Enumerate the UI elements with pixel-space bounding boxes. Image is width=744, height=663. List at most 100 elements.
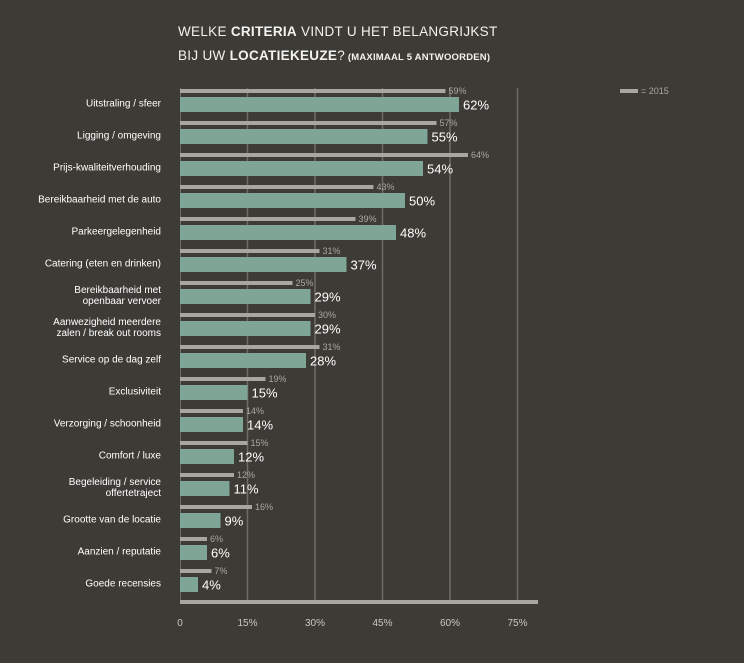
x-axis: 0 15% 30% 45% 60% 75% [177, 600, 538, 629]
category-label: Begeleiding / service [69, 477, 162, 488]
bar-2015 [180, 473, 234, 477]
legend-swatch-2015 [620, 89, 638, 93]
data-label-2015: 12% [237, 470, 255, 480]
data-label-current: 29% [315, 322, 341, 337]
title-text: BIJ UW [178, 48, 230, 63]
bar-2015 [180, 313, 315, 317]
data-label-current: 37% [351, 258, 377, 273]
bar-current [180, 257, 347, 272]
tick-label: 75% [507, 618, 527, 629]
bar-current [180, 161, 423, 176]
bar-2015 [180, 569, 212, 573]
data-label-current: 50% [409, 194, 435, 209]
category-label: Exclusiviteit [109, 387, 161, 398]
data-label-current: 48% [400, 226, 426, 241]
category-label: offertetraject [106, 488, 162, 499]
bar-current [180, 353, 306, 368]
bar-2015 [180, 345, 320, 349]
data-label-2015: 64% [471, 150, 489, 160]
x-axis-line [180, 600, 538, 604]
category-label: zalen / break out rooms [57, 328, 162, 339]
tick-label: 15% [237, 618, 257, 629]
data-label-current: 11% [234, 482, 259, 497]
title-text: VINDT U HET BELANGRIJKST [296, 24, 498, 39]
data-label-2015: 7% [215, 566, 228, 576]
category-label: Bereikbaarheid met de auto [38, 195, 161, 206]
data-label-2015: 6% [210, 534, 223, 544]
data-label-current: 29% [315, 290, 341, 305]
data-label-2015: 19% [269, 374, 287, 384]
title-emphasis: LOCATIEKEUZE [229, 48, 338, 63]
category-label: Service op de dag zelf [62, 355, 161, 366]
bar-current [180, 289, 311, 304]
bar-current [180, 225, 396, 240]
tick-label: 30% [305, 618, 325, 629]
bar-2015 [180, 89, 446, 93]
data-label-2015: 31% [323, 246, 341, 256]
data-label-current: 12% [238, 450, 264, 465]
legend-label-2015: = 2015 [641, 86, 669, 96]
bar-current [180, 321, 311, 336]
data-label-current: 15% [252, 386, 278, 401]
bar-current [180, 449, 234, 464]
data-label-current: 9% [225, 514, 244, 529]
category-label: Comfort / luxe [99, 451, 162, 462]
bar-current [180, 513, 221, 528]
legend: = 2015 [620, 86, 669, 96]
bar-2015 [180, 185, 374, 189]
title-text: WELKE [178, 24, 231, 39]
category-label: Uitstraling / sfeer [86, 99, 162, 110]
title-emphasis: CRITERIA [230, 24, 297, 39]
title-text: ? [337, 48, 346, 63]
data-label-2015: 59% [449, 86, 467, 96]
category-label: Prijs-kwaliteitverhouding [53, 163, 161, 174]
data-label-current: 28% [310, 354, 336, 369]
data-label-2015: 25% [296, 278, 314, 288]
data-label-current: 4% [202, 578, 221, 593]
tick-label: 0 [177, 618, 183, 629]
category-label: Catering (eten en drinken) [45, 259, 161, 270]
bar-2015 [180, 377, 266, 381]
data-label-current: 55% [432, 130, 458, 145]
title-note: (MAXIMAAL 5 ANTWOORDEN) [345, 52, 491, 63]
data-label-2015: 31% [323, 342, 341, 352]
bar-current [180, 417, 243, 432]
data-label-2015: 30% [318, 310, 336, 320]
bar-2015 [180, 505, 252, 509]
category-label: Goede recensies [85, 579, 161, 590]
category-label: Ligging / omgeving [77, 131, 161, 142]
bar-current [180, 193, 405, 208]
bar-current [180, 481, 230, 496]
data-label-2015: 43% [377, 182, 395, 192]
bar-current [180, 577, 198, 592]
data-label-2015: 15% [251, 438, 269, 448]
title-line-2: BIJ UW LOCATIEKEUZE? (MAXIMAAL 5 ANTWOOR… [178, 44, 498, 70]
data-label-current: 6% [211, 546, 230, 561]
category-label: Verzorging / schoonheid [54, 419, 161, 430]
data-label-current: 54% [427, 162, 453, 177]
bar-2015 [180, 217, 356, 221]
data-label-2015: 57% [440, 118, 458, 128]
category-labels: 59% 62% Uitstraling / sfeer 57% 55% Ligging /… [38, 86, 489, 593]
bar-2015 [180, 249, 320, 253]
bar-2015 [180, 153, 468, 157]
category-label: Bereikbaarheid met [74, 285, 161, 296]
chart-title: WELKE CRITERIA VINDT U HET BELANGRIJKST … [178, 20, 498, 70]
bar-2015 [180, 409, 243, 413]
bar-2015 [180, 537, 207, 541]
data-label-2015: 14% [246, 406, 264, 416]
bar-current [180, 129, 428, 144]
tick-label: 45% [372, 618, 392, 629]
category-label: openbaar vervoer [83, 296, 162, 307]
data-label-current: 62% [463, 98, 489, 113]
bar-2015 [180, 441, 248, 445]
bar-current [180, 385, 248, 400]
data-label-current: 14% [247, 418, 273, 433]
data-label-2015: 16% [255, 502, 273, 512]
bars [180, 89, 468, 592]
bar-2015 [180, 281, 293, 285]
category-label: Aanzien / reputatie [78, 547, 162, 558]
category-label: Aanwezigheid meerdere [53, 317, 161, 328]
bar-current [180, 97, 459, 112]
